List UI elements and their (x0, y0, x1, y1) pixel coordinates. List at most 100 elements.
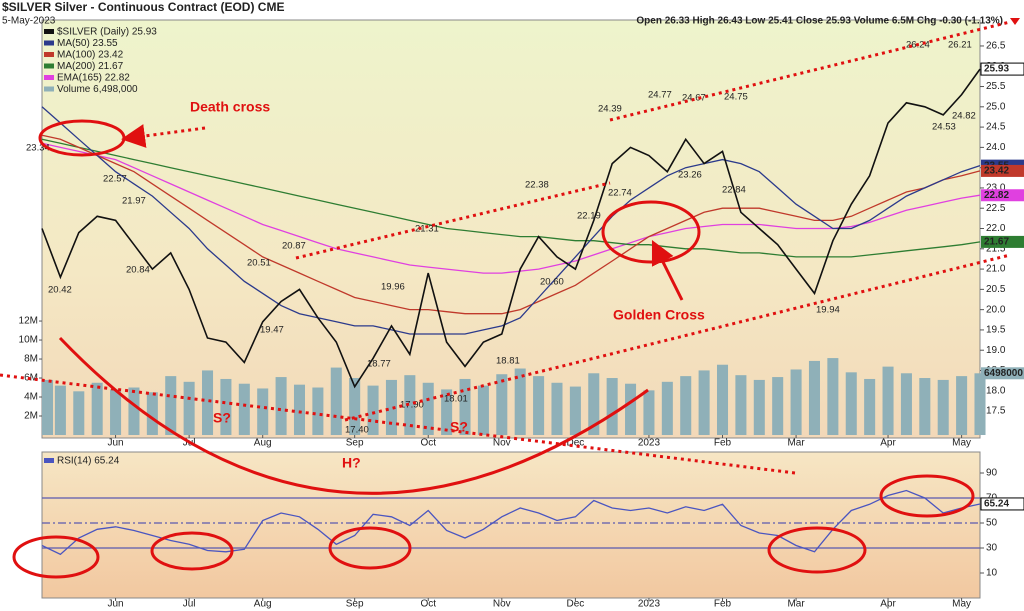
volume-bar (772, 377, 784, 435)
annotation: H? (342, 455, 361, 471)
price-label: 23.26 (678, 170, 702, 181)
y-tick-label: 24.5 (986, 122, 1006, 133)
last-value-tag (981, 164, 1024, 177)
volume-bar (330, 367, 342, 435)
y-tick-label: 17.5 (986, 406, 1006, 417)
ellipse (328, 526, 412, 570)
volume-bar (808, 360, 820, 435)
last-value-tag (981, 235, 1024, 248)
y-tick-label: 19.0 (986, 345, 1006, 356)
x-tick-label: Nov (493, 599, 511, 610)
price-label: 21.97 (122, 196, 146, 207)
arrow (121, 124, 206, 148)
y2-tick-label: 6M (24, 373, 38, 384)
x-tick-label: May (952, 438, 971, 449)
price-label: 22.38 (525, 180, 549, 191)
legend-swatch (44, 458, 54, 463)
volume-bar (900, 373, 912, 435)
arrow (651, 239, 684, 301)
x-tick-label: Aug (254, 438, 272, 449)
y2-tick-label: 4M (24, 392, 38, 403)
volume-bar (974, 373, 986, 435)
ellipse (12, 535, 100, 579)
volume-bar (367, 385, 379, 435)
price-label: 24.39 (598, 104, 622, 115)
y-tick-label: 10 (986, 568, 998, 579)
volume-bar (643, 390, 655, 435)
volume-bar (790, 369, 802, 435)
y-tick-label: 50 (986, 518, 998, 529)
volume-bar (496, 374, 508, 435)
price-label: 18.01 (444, 394, 468, 405)
y-tick-label: 22.0 (986, 223, 1006, 234)
volume-bar (661, 381, 673, 435)
volume-bar (441, 389, 453, 435)
price-label: 24.82 (952, 111, 976, 122)
x-tick-label: Jun (108, 599, 124, 610)
trend-line (0, 373, 796, 475)
x-tick-label: 2023 (638, 438, 661, 449)
x-tick-label: Nov (493, 438, 511, 449)
volume-bar (312, 387, 324, 435)
y-tick-label: 22.5 (986, 203, 1006, 214)
last-value-label: 22.82 (984, 190, 1009, 201)
chart-title: $SILVER Silver - Continuous Contract (EO… (2, 0, 284, 14)
down-arrow (1010, 18, 1020, 25)
price-label: 21.31 (415, 224, 439, 235)
y-tick-label: 24.0 (986, 142, 1006, 153)
legend-label: EMA(165) 22.82 (57, 73, 130, 84)
y-tick-label: 20.5 (986, 284, 1006, 295)
volume-bar (73, 391, 85, 435)
x-tick-label: Oct (420, 599, 436, 610)
volume-bar (845, 372, 857, 435)
legend-label: MA(50) 23.55 (57, 38, 118, 49)
volume-bar (882, 366, 894, 435)
annotation: Golden Cross (613, 307, 705, 323)
x-tick-label: Apr (880, 438, 896, 449)
y-tick-label: 21.5 (986, 243, 1006, 254)
last-value-tag (981, 189, 1024, 202)
volume-bar (680, 376, 692, 435)
legend-label: MA(200) 21.67 (57, 61, 124, 72)
price-label: 19.47 (260, 325, 284, 336)
volume-bar (477, 385, 489, 435)
price-label: 20.84 (126, 265, 150, 276)
volume-bar (735, 375, 747, 435)
data-layer: 17.518.018.519.019.520.020.521.021.522.0… (19, 27, 1024, 610)
y-tick-label: 23.0 (986, 183, 1006, 194)
price-label: 20.42 (48, 285, 72, 296)
last-value-tag (981, 367, 1024, 380)
x-tick-label: Mar (787, 438, 805, 449)
volume-bar (422, 382, 434, 435)
volume-bar (220, 378, 232, 435)
volume-bar (533, 376, 545, 435)
price-label: 18.81 (496, 356, 520, 367)
price-label: 19.94 (816, 305, 840, 316)
x-tick-label: Mar (787, 599, 805, 610)
legend-label: Volume 6,498,000 (57, 84, 138, 95)
volume-bar (275, 377, 287, 435)
x-tick-label: Feb (714, 599, 732, 610)
y-tick-label: 90 (986, 468, 998, 479)
x-tick-label: Feb (714, 438, 732, 449)
series-line (41, 68, 981, 389)
annotation: Death cross (190, 99, 270, 115)
volume-bar (128, 387, 140, 435)
volume-bar (864, 378, 876, 435)
x-tick-label: Jun (108, 438, 124, 449)
volume-bar (54, 385, 66, 435)
volume-bar (257, 388, 269, 435)
volume-bar (42, 379, 54, 435)
price-label: 24.53 (932, 122, 956, 133)
y-tick-label: 19.5 (986, 325, 1006, 336)
trend-line (295, 181, 611, 260)
volume-bar (625, 383, 637, 435)
price-label: 22.57 (103, 174, 127, 185)
last-value-label: 23.42 (984, 166, 1009, 177)
y-tick-label: 26.5 (986, 41, 1006, 52)
y-tick-label: 25.5 (986, 81, 1006, 92)
price-label: 17.90 (400, 400, 424, 411)
price-label: 23.34 (26, 143, 50, 154)
volume-bar (606, 378, 618, 435)
series-line (41, 489, 981, 556)
